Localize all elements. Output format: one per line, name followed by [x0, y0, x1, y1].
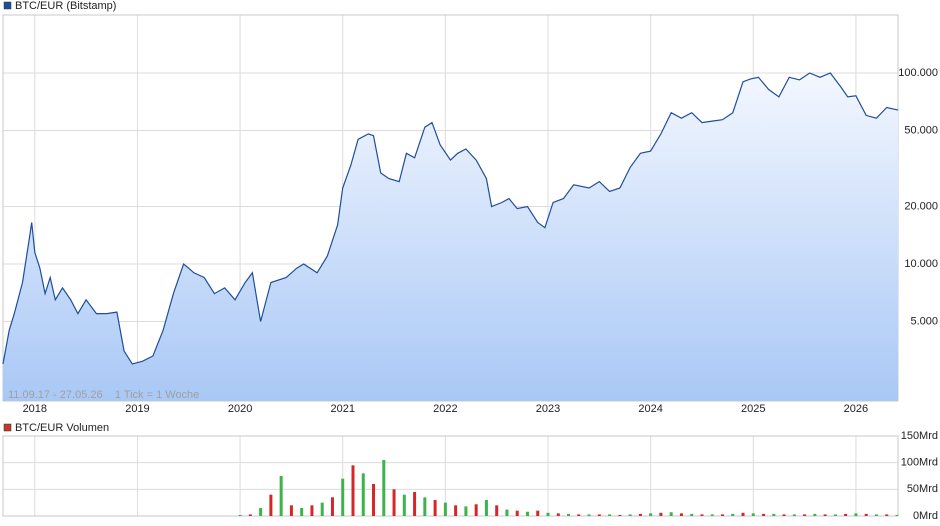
x-tick-label: 2025 — [741, 403, 765, 415]
volume-bar — [259, 508, 263, 516]
volume-bar — [300, 508, 304, 516]
volume-bar — [710, 514, 714, 516]
y-tick-label: 0Mrd — [913, 510, 938, 522]
price-area — [3, 73, 898, 401]
range-annotation: 11.09.17 - 27.05.26 1 Tick = 1 Woche — [8, 389, 199, 401]
volume-bar — [454, 505, 458, 516]
volume-bar — [269, 494, 273, 516]
y-tick-label: 100Mrd — [901, 457, 938, 469]
volume-bar — [638, 513, 642, 516]
volume-bar — [751, 513, 755, 516]
volume-bar — [700, 514, 704, 516]
volume-bar — [536, 510, 540, 516]
volume-bar — [803, 514, 807, 516]
y-tick-label: 100.000 — [898, 67, 938, 79]
volume-bar — [443, 502, 447, 516]
y-tick-label: 150Mrd — [901, 430, 938, 442]
x-tick-label: 2022 — [433, 403, 457, 415]
y-tick-label: 10.000 — [904, 258, 938, 270]
plot-frame — [2, 435, 899, 517]
volume-bar — [474, 504, 478, 516]
x-tick-label: 2023 — [536, 403, 560, 415]
x-tick-label: 2018 — [23, 403, 47, 415]
volume-bar — [330, 497, 334, 516]
volume-bar — [864, 513, 868, 516]
volume-bar — [351, 465, 355, 516]
volume-bar — [618, 514, 622, 516]
volume-bar — [895, 514, 899, 516]
legend-label: BTC/EUR (Bitstamp) — [15, 0, 116, 12]
volume-bar — [382, 460, 386, 516]
y-tick-label: 50.000 — [904, 124, 938, 136]
volume-bar — [361, 473, 365, 516]
volume-bar — [402, 494, 406, 516]
volume-bar — [587, 514, 591, 516]
volume-bar — [525, 511, 529, 516]
volume-bar — [279, 476, 283, 516]
volume-bar — [248, 514, 252, 516]
volume-bar — [628, 514, 632, 516]
volume-bar — [341, 478, 345, 516]
volume-bar — [238, 514, 242, 516]
volume-bar — [515, 510, 519, 516]
x-tick-label: 2021 — [330, 403, 354, 415]
volume-bar — [741, 512, 745, 516]
volume-bar — [874, 514, 878, 516]
volume-bar — [372, 484, 376, 516]
x-tick-label: 2020 — [228, 403, 252, 415]
y-tick-label: 5.000 — [910, 315, 938, 327]
volume-bar — [813, 513, 817, 516]
volume-bar — [731, 513, 735, 516]
x-tick-label: 2026 — [844, 403, 868, 415]
volume-bar — [413, 492, 417, 516]
volume-bar — [762, 513, 766, 516]
volume-bar — [392, 489, 396, 516]
volume-bar — [792, 514, 796, 516]
volume-bar — [720, 514, 724, 516]
volume-bar — [556, 513, 560, 516]
volume-bar — [782, 514, 786, 516]
volume-bar — [597, 514, 601, 516]
volume-bar — [679, 513, 683, 516]
legend-swatch — [3, 423, 12, 432]
legend-label: BTC/EUR Volumen — [15, 422, 109, 434]
volume-bar — [690, 513, 694, 516]
volume-bar — [844, 513, 848, 516]
volume-bar — [433, 500, 437, 516]
volume-bar — [464, 506, 468, 516]
price-line — [2, 72, 899, 365]
x-tick-label: 2019 — [125, 403, 149, 415]
volume-bar — [310, 505, 314, 516]
volume-bar — [823, 514, 827, 516]
volume-bar — [423, 497, 427, 516]
volume-bar — [659, 512, 663, 516]
volume-bar — [649, 513, 653, 516]
volume-bar — [505, 509, 509, 516]
volume-bar — [772, 513, 776, 516]
volume-bar — [577, 514, 581, 516]
volume-bar — [885, 514, 889, 516]
y-tick-label: 20.000 — [904, 200, 938, 212]
y-tick-label: 50Mrd — [907, 483, 938, 495]
volume-bar — [567, 513, 571, 516]
volume-bar — [289, 505, 293, 516]
volume-bar — [320, 502, 324, 516]
volume-bar — [484, 500, 488, 516]
volume-bar — [854, 513, 858, 516]
volume-bar — [546, 512, 550, 516]
x-tick-label: 2024 — [638, 403, 662, 415]
volume-bar — [833, 514, 837, 516]
volume-bar — [495, 505, 499, 516]
volume-bar — [669, 512, 673, 516]
legend-swatch — [3, 1, 12, 10]
volume-bar — [608, 514, 612, 516]
